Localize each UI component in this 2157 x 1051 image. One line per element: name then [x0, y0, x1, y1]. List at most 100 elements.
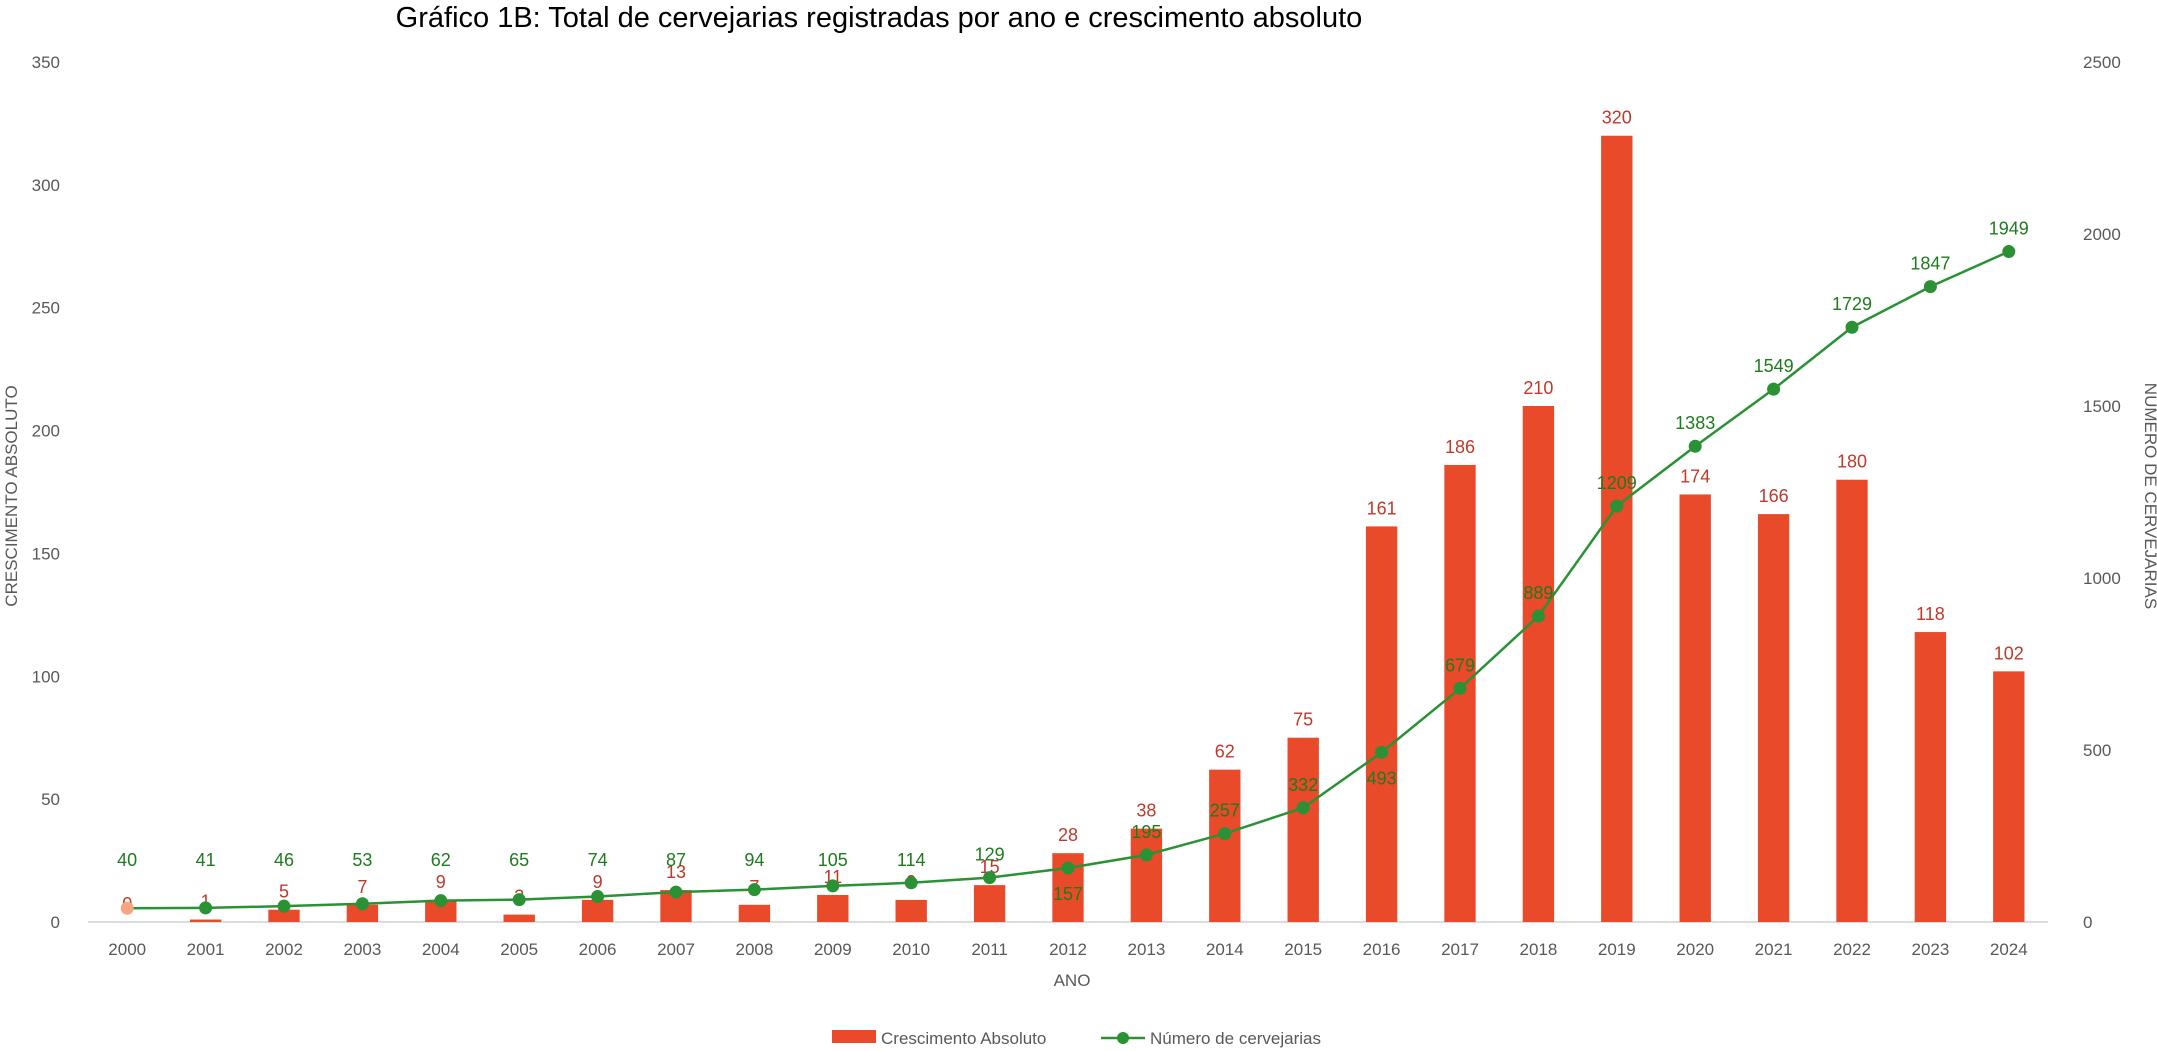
- line-point: [983, 871, 997, 885]
- left-tick-label: 350: [32, 53, 60, 72]
- legend: Crescimento Absoluto Número de cervejari…: [832, 1029, 1321, 1048]
- left-tick-label: 0: [51, 913, 60, 932]
- bar: [1287, 737, 1319, 922]
- line-point: [669, 885, 683, 899]
- left-tick-label: 300: [32, 176, 60, 195]
- bar-value-label: 180: [1837, 452, 1867, 472]
- line-value-label: 1549: [1754, 356, 1794, 376]
- x-tick-label: 2003: [343, 940, 381, 959]
- bar: [1993, 671, 2025, 922]
- x-tick-label: 2014: [1206, 940, 1244, 959]
- line-value-label: 114: [897, 850, 926, 870]
- right-tick-label: 1500: [2083, 397, 2121, 416]
- line-value-label: 41: [196, 850, 216, 870]
- line-point: [277, 899, 291, 913]
- line-value-label: 94: [744, 850, 764, 870]
- line-point: [512, 893, 526, 907]
- line-value-label: 1383: [1675, 413, 1715, 433]
- line-point: [1845, 320, 1859, 334]
- bar: [1757, 514, 1790, 922]
- x-axis: 2000 2001 2002 2003 2004 2005 2006 2007 2008 2009…: [108, 940, 2027, 959]
- line-series: [120, 245, 2016, 915]
- left-tick-label: 50: [41, 790, 60, 809]
- line-point: [826, 879, 840, 893]
- bar-value-label: 62: [1215, 742, 1235, 762]
- x-tick-label: 2012: [1049, 940, 1087, 959]
- line-value-label: 105: [818, 850, 848, 870]
- x-tick-label: 2017: [1441, 940, 1479, 959]
- bar: [1209, 769, 1241, 922]
- bar: [1522, 406, 1555, 922]
- x-tick-label: 2005: [500, 940, 538, 959]
- bar-value-label: 166: [1759, 486, 1789, 506]
- line-point: [434, 894, 448, 908]
- legend-label-line: Número de cervejarias: [1150, 1029, 1321, 1048]
- left-tick-label: 150: [32, 544, 60, 563]
- left-tick-label: 250: [32, 299, 60, 318]
- bar-value-label: 320: [1602, 108, 1632, 128]
- bar: [346, 904, 379, 922]
- bar-value-label: 38: [1136, 801, 1156, 821]
- bar: [1130, 828, 1163, 922]
- bar: [1679, 494, 1711, 922]
- x-tick-label: 2009: [814, 940, 852, 959]
- line-value-label: 129: [975, 845, 1005, 865]
- bar: [503, 914, 535, 922]
- line-point: [1218, 827, 1232, 841]
- line-value-label: 1847: [1910, 254, 1950, 274]
- bar-series: [189, 135, 2025, 922]
- line-point: [199, 901, 213, 915]
- x-tick-label: 2015: [1284, 940, 1322, 959]
- x-tick-label: 2006: [579, 940, 617, 959]
- bar: [581, 899, 614, 922]
- line-point: [1139, 848, 1153, 862]
- bar-value-label: 186: [1445, 437, 1475, 457]
- x-tick-label: 2000: [108, 940, 146, 959]
- line-value-label: 157: [1053, 884, 1083, 904]
- bar-value-label: 174: [1680, 466, 1710, 486]
- bar-value-label: 118: [1916, 604, 1945, 624]
- right-tick-label: 0: [2083, 913, 2092, 932]
- x-tick-label: 2023: [1911, 940, 1949, 959]
- line-point: [1296, 801, 1310, 815]
- line-point: [1061, 861, 1075, 875]
- bar-value-label: 161: [1367, 498, 1397, 518]
- line-point: [120, 901, 134, 915]
- bar: [1601, 135, 1633, 922]
- line-point: [1923, 280, 1937, 294]
- line-point: [1767, 382, 1781, 396]
- line-value-label: 74: [588, 850, 608, 870]
- x-tick-label: 2001: [187, 940, 225, 959]
- line-value-label: 62: [431, 850, 451, 870]
- bar-value-label: 5: [279, 882, 289, 902]
- line-value-label: 1949: [1989, 219, 2029, 239]
- line-value-label: 1209: [1597, 473, 1637, 493]
- bar: [1836, 479, 1868, 922]
- x-tick-label: 2022: [1833, 940, 1871, 959]
- bar-value-label: 9: [436, 872, 446, 892]
- line-value-label: 257: [1210, 801, 1240, 821]
- right-tick-label: 500: [2083, 741, 2111, 760]
- bar-value-label: 210: [1523, 378, 1553, 398]
- line-value-label: 53: [352, 850, 372, 870]
- left-tick-label: 100: [32, 667, 60, 686]
- x-axis-title: ANO: [1054, 971, 1091, 990]
- bar-value-label: 13: [666, 862, 686, 882]
- bar: [425, 899, 457, 922]
- line-value-label: 332: [1288, 775, 1318, 795]
- line-point: [1531, 609, 1545, 623]
- bar-data-labels: 0157939137119152838627516118621032017416…: [122, 108, 2024, 914]
- x-tick-label: 2013: [1127, 940, 1165, 959]
- legend-swatch-marker: [1117, 1032, 1129, 1044]
- bar-value-label: 7: [357, 877, 367, 897]
- line-point: [1375, 745, 1389, 759]
- line-point: [355, 897, 369, 911]
- x-tick-label: 2021: [1755, 940, 1793, 959]
- line-value-label: 46: [274, 850, 294, 870]
- right-tick-label: 2000: [2083, 225, 2121, 244]
- x-tick-label: 2018: [1519, 940, 1557, 959]
- line-value-label: 40: [117, 850, 137, 870]
- line-point: [1610, 499, 1624, 513]
- line-point: [591, 890, 605, 904]
